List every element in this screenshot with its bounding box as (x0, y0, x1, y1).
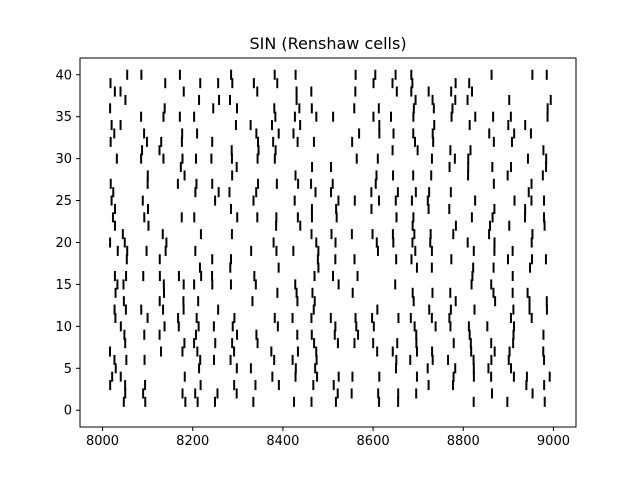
x-tick-label: 8200 (176, 434, 209, 449)
y-tick-label: 15 (55, 278, 72, 293)
y-tick-label: 20 (55, 236, 72, 251)
x-tick-label: 8800 (447, 434, 480, 449)
y-tick-label: 35 (55, 110, 72, 125)
y-tick-label: 30 (55, 152, 72, 167)
spike-marks (108, 69, 552, 407)
y-tick-label: 25 (55, 194, 72, 209)
axis-ticks: 8000 8200 8400 8600 8800 9000 0 5 10 15 20 25 30 35 40 (55, 68, 570, 449)
y-tick-label: 0 (64, 404, 72, 419)
y-tick-label: 40 (55, 68, 72, 83)
x-tick-label: 9000 (537, 434, 570, 449)
axes-frame (79, 57, 577, 428)
chart-title: SIN (Renshaw cells) (249, 34, 406, 53)
x-tick-label: 8400 (266, 434, 299, 449)
y-tick-label: 10 (55, 320, 72, 335)
x-tick-label: 8600 (357, 434, 390, 449)
y-tick-label: 5 (64, 362, 72, 377)
x-tick-label: 8000 (86, 434, 119, 449)
